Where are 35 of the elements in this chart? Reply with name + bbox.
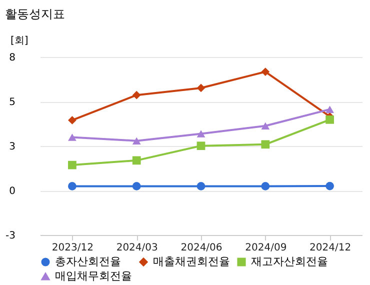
point xyxy=(68,116,76,124)
point xyxy=(326,115,334,124)
point xyxy=(261,182,270,190)
x-tick-label: 2023/12 xyxy=(52,242,94,254)
x-tick-label: 2024/06 xyxy=(180,242,222,254)
point xyxy=(196,182,206,190)
legend-label: 총자산회전율 xyxy=(55,254,121,268)
legend-label: 매입채무회전율 xyxy=(55,270,132,282)
point xyxy=(196,130,206,138)
legend-label: 재고자산회전율 xyxy=(251,254,328,268)
y-tick-label: 5 xyxy=(9,97,16,108)
point xyxy=(261,140,270,149)
point xyxy=(68,182,76,190)
point xyxy=(326,106,334,113)
x-tick-label: 2024/03 xyxy=(116,242,158,254)
y-tick-label: 8 xyxy=(9,52,16,64)
point xyxy=(132,137,141,144)
point xyxy=(68,160,76,170)
point xyxy=(132,182,141,190)
y-tick-label: -3 xyxy=(6,230,16,242)
point xyxy=(261,68,270,76)
point xyxy=(132,90,141,100)
x-tick-label: 2024/09 xyxy=(245,242,287,254)
point xyxy=(196,142,206,150)
point xyxy=(326,182,334,190)
y-tick-label: 0 xyxy=(9,186,16,197)
y-tick-label: 3 xyxy=(9,142,16,152)
x-tick-label: 2024/12 xyxy=(310,242,352,254)
point xyxy=(68,134,76,141)
y-axis-title: [회] xyxy=(10,36,28,46)
point xyxy=(132,156,141,165)
legend-label: 매출채권회전율 xyxy=(153,254,230,268)
point xyxy=(261,122,270,130)
chart-title: 활동성지표 xyxy=(5,7,66,21)
point xyxy=(196,84,206,92)
